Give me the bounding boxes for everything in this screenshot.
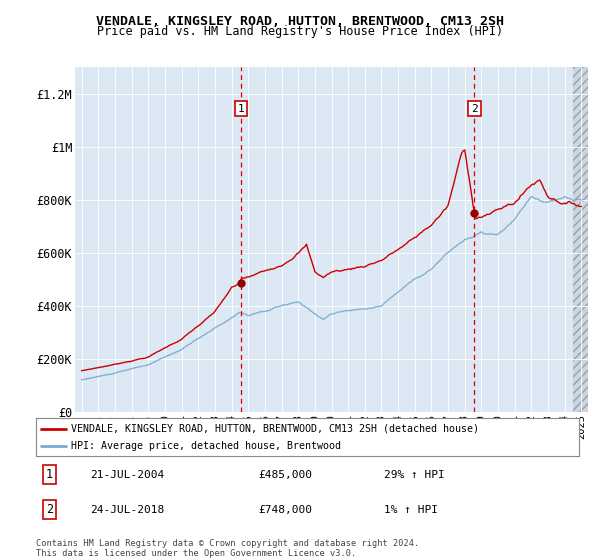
Bar bbox=[573, 67, 598, 412]
Text: VENDALE, KINGSLEY ROAD, HUTTON, BRENTWOOD, CM13 2SH: VENDALE, KINGSLEY ROAD, HUTTON, BRENTWOO… bbox=[96, 15, 504, 28]
Text: Price paid vs. HM Land Registry's House Price Index (HPI): Price paid vs. HM Land Registry's House … bbox=[97, 25, 503, 38]
Text: 1: 1 bbox=[238, 104, 245, 114]
Text: £485,000: £485,000 bbox=[259, 470, 313, 479]
Text: 2: 2 bbox=[471, 104, 478, 114]
Text: 24-JUL-2018: 24-JUL-2018 bbox=[91, 505, 164, 515]
Text: £748,000: £748,000 bbox=[259, 505, 313, 515]
Text: VENDALE, KINGSLEY ROAD, HUTTON, BRENTWOOD, CM13 2SH (detached house): VENDALE, KINGSLEY ROAD, HUTTON, BRENTWOO… bbox=[71, 423, 479, 433]
Text: 1% ↑ HPI: 1% ↑ HPI bbox=[383, 505, 437, 515]
Text: 21-JUL-2004: 21-JUL-2004 bbox=[91, 470, 164, 479]
Text: Contains HM Land Registry data © Crown copyright and database right 2024.
This d: Contains HM Land Registry data © Crown c… bbox=[36, 539, 419, 558]
Text: 1: 1 bbox=[46, 468, 53, 481]
Text: HPI: Average price, detached house, Brentwood: HPI: Average price, detached house, Bren… bbox=[71, 441, 341, 451]
Text: 29% ↑ HPI: 29% ↑ HPI bbox=[383, 470, 444, 479]
Text: 2: 2 bbox=[46, 503, 53, 516]
